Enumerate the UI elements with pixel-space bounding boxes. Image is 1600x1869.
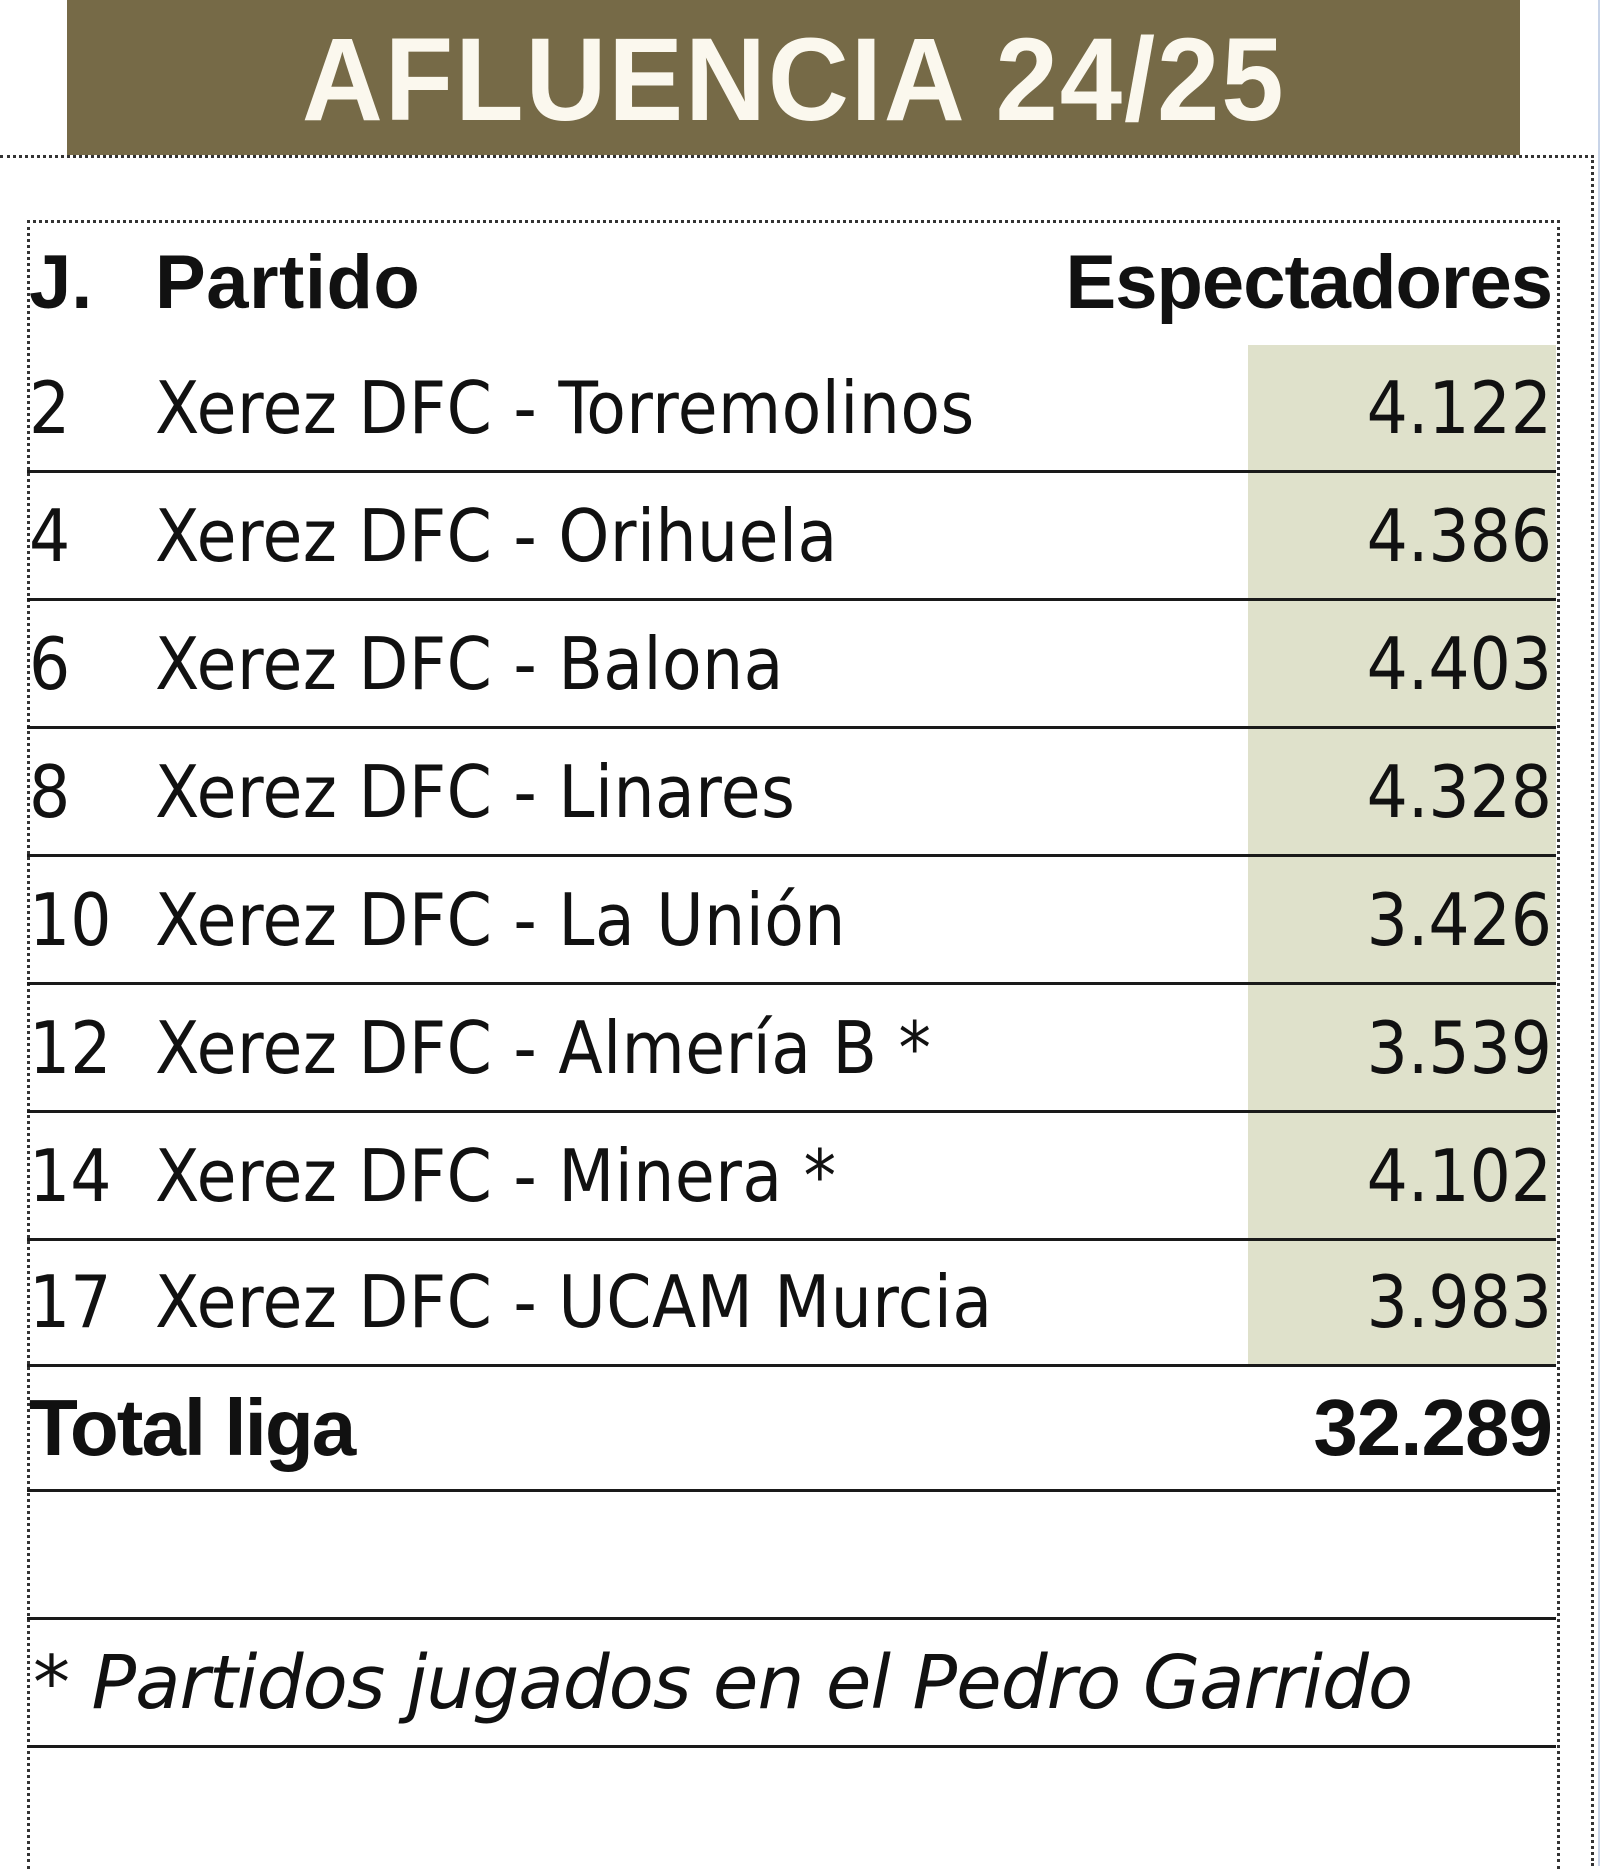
row-espectadores: 3.426 bbox=[1366, 877, 1552, 962]
table-row: 10 Xerez DFC - La Unión 3.426 bbox=[27, 857, 1556, 985]
row-partido: Xerez DFC - Linares bbox=[155, 749, 796, 834]
row-espectadores: 3.539 bbox=[1366, 1005, 1552, 1090]
total-row: Total liga 32.289 bbox=[27, 1367, 1556, 1492]
header-partido: Partido bbox=[155, 240, 421, 325]
table-row: 2 Xerez DFC - Torremolinos 4.122 bbox=[27, 345, 1556, 473]
row-jornada: 17 bbox=[29, 1259, 112, 1344]
attendance-table bbox=[27, 220, 1560, 1869]
table-row: 14 Xerez DFC - Minera * 4.102 bbox=[27, 1113, 1556, 1241]
row-partido: Xerez DFC - Torremolinos bbox=[155, 365, 975, 450]
row-espectadores: 4.328 bbox=[1366, 749, 1552, 834]
page-title: AFLUENCIA 24/25 bbox=[301, 13, 1286, 146]
row-partido: Xerez DFC - Balona bbox=[155, 621, 784, 706]
table-row: 12 Xerez DFC - Almería B * 3.539 bbox=[27, 985, 1556, 1113]
row-partido: Xerez DFC - Orihuela bbox=[155, 493, 838, 578]
row-espectadores: 3.983 bbox=[1366, 1259, 1552, 1344]
title-banner: AFLUENCIA 24/25 bbox=[67, 0, 1520, 155]
row-jornada: 4 bbox=[29, 493, 71, 578]
table-row: 8 Xerez DFC - Linares 4.328 bbox=[27, 729, 1556, 857]
header-jornada: J. bbox=[29, 240, 93, 325]
table-header-row: J. Partido Espectadores bbox=[27, 220, 1556, 345]
row-espectadores: 4.386 bbox=[1366, 493, 1552, 578]
row-jornada: 14 bbox=[29, 1133, 112, 1218]
total-value: 32.289 bbox=[1313, 1383, 1553, 1472]
row-jornada: 8 bbox=[29, 749, 71, 834]
frame-right-border bbox=[1591, 155, 1594, 1866]
total-label: Total liga bbox=[29, 1383, 356, 1472]
header-espectadores: Espectadores bbox=[1065, 240, 1553, 325]
row-espectadores: 4.102 bbox=[1366, 1133, 1552, 1218]
title-divider bbox=[0, 155, 1594, 158]
footnote-row: * Partidos jugados en el Pedro Garrido bbox=[27, 1620, 1556, 1748]
empty-row bbox=[27, 1492, 1556, 1620]
row-partido: Xerez DFC - La Unión bbox=[155, 877, 846, 962]
row-partido: Xerez DFC - UCAM Murcia bbox=[155, 1259, 993, 1344]
row-jornada: 2 bbox=[29, 365, 71, 450]
table-row: 6 Xerez DFC - Balona 4.403 bbox=[27, 601, 1556, 729]
footnote: * Partidos jugados en el Pedro Garrido bbox=[33, 1639, 1413, 1726]
row-partido: Xerez DFC - Almería B * bbox=[155, 1005, 932, 1090]
table-row: 17 Xerez DFC - UCAM Murcia 3.983 bbox=[27, 1239, 1556, 1367]
row-jornada: 6 bbox=[29, 621, 71, 706]
row-espectadores: 4.122 bbox=[1366, 365, 1552, 450]
row-espectadores: 4.403 bbox=[1366, 621, 1552, 706]
row-jornada: 12 bbox=[29, 1005, 112, 1090]
row-jornada: 10 bbox=[29, 877, 112, 962]
page-edge bbox=[1598, 0, 1600, 1866]
table-row: 4 Xerez DFC - Orihuela 4.386 bbox=[27, 473, 1556, 601]
row-partido: Xerez DFC - Minera * bbox=[155, 1133, 837, 1218]
